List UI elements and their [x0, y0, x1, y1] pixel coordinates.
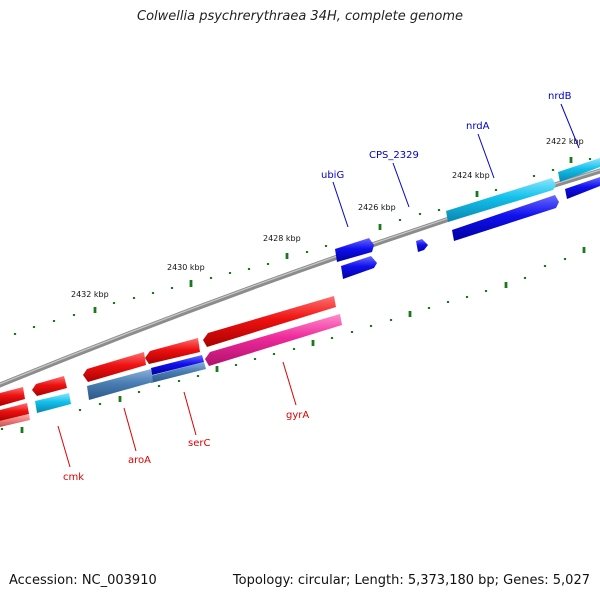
leader-nrdB — [560, 103, 580, 149]
gene-label-nrdB: nrdB — [548, 91, 572, 102]
cds-bar-cmk — [32, 376, 67, 396]
map-title: Colwellia psychrerythraea 34H, complete … — [137, 9, 463, 24]
cds-bar-left-edge — [0, 387, 25, 406]
gene-label-cmk: cmk — [63, 472, 84, 483]
cds-bar-ubiG — [341, 256, 377, 279]
tick-label-2424: 2424 kbp — [452, 171, 490, 180]
gene-labels: nrdB nrdA CPS_2329 ubiG gyrA serC aroA c… — [63, 91, 572, 483]
gene-bar-left-red — [0, 403, 29, 421]
gene-label-gyrA: gyrA — [286, 410, 309, 421]
forward-features — [335, 158, 600, 279]
tick-label-2426: 2426 kbp — [358, 203, 396, 212]
gene-label-aroA: aroA — [128, 455, 151, 466]
tick-label-2430: 2430 kbp — [167, 263, 205, 272]
leader-aroA — [123, 407, 137, 452]
gene-label-nrdA: nrdA — [466, 121, 490, 132]
gene-label-serC: serC — [188, 438, 210, 449]
reverse-tick-row — [0, 247, 586, 433]
cds-bar-aroA — [83, 352, 146, 382]
leader-nrdA — [477, 133, 495, 179]
cds-bar-gyrA — [203, 296, 336, 347]
genome-summary-text: Topology: circular; Length: 5,373,180 bp… — [232, 573, 590, 588]
cds-bar-CPS_2329 — [416, 239, 428, 252]
gene-bar-left-salmon — [0, 414, 30, 427]
tick-label-2428: 2428 kbp — [263, 234, 301, 243]
leader-cmk — [57, 425, 71, 468]
gene-label-CPS_2329: CPS_2329 — [369, 150, 419, 161]
leader-ubiG — [332, 181, 349, 228]
gene-bar-serC-b — [150, 362, 206, 383]
label-leaders — [57, 103, 580, 468]
reverse-features — [0, 296, 342, 427]
leader-serC — [183, 391, 197, 436]
cds-bar-nrdA — [452, 195, 559, 241]
gene-bar-aroA — [87, 369, 153, 400]
gene-bar-serC-a — [151, 355, 204, 375]
leader-CPS_2329 — [392, 162, 410, 208]
gene-bar-nrdB — [558, 158, 600, 182]
gene-bar-cmk — [35, 393, 71, 413]
gene-label-ubiG: ubiG — [321, 170, 344, 181]
forward-tick-row — [13, 157, 592, 335]
leader-gyrA — [282, 361, 297, 406]
gene-bar-nrdA — [446, 178, 556, 222]
cds-bar-nrdB — [565, 177, 600, 199]
accession-text: Accession: NC_003910 — [9, 573, 157, 588]
tick-label-2432: 2432 kbp — [71, 290, 109, 299]
coordinate-labels: 2422 kbp 2424 kbp 2426 kbp 2428 kbp 2430… — [71, 137, 584, 299]
gene-bar-gyrA — [205, 314, 342, 366]
cds-bar-serC — [145, 338, 200, 364]
tick-label-2422: 2422 kbp — [546, 137, 584, 146]
gene-bar-ubiG — [335, 238, 374, 262]
